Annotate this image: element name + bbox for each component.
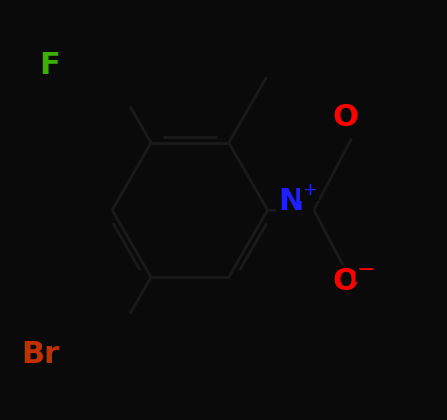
Text: +: + — [302, 181, 317, 199]
Text: N: N — [278, 187, 304, 216]
Text: −: − — [357, 260, 375, 280]
Text: O: O — [333, 103, 358, 132]
Text: O: O — [333, 267, 358, 296]
Text: F: F — [39, 50, 59, 80]
Text: Br: Br — [22, 340, 60, 370]
